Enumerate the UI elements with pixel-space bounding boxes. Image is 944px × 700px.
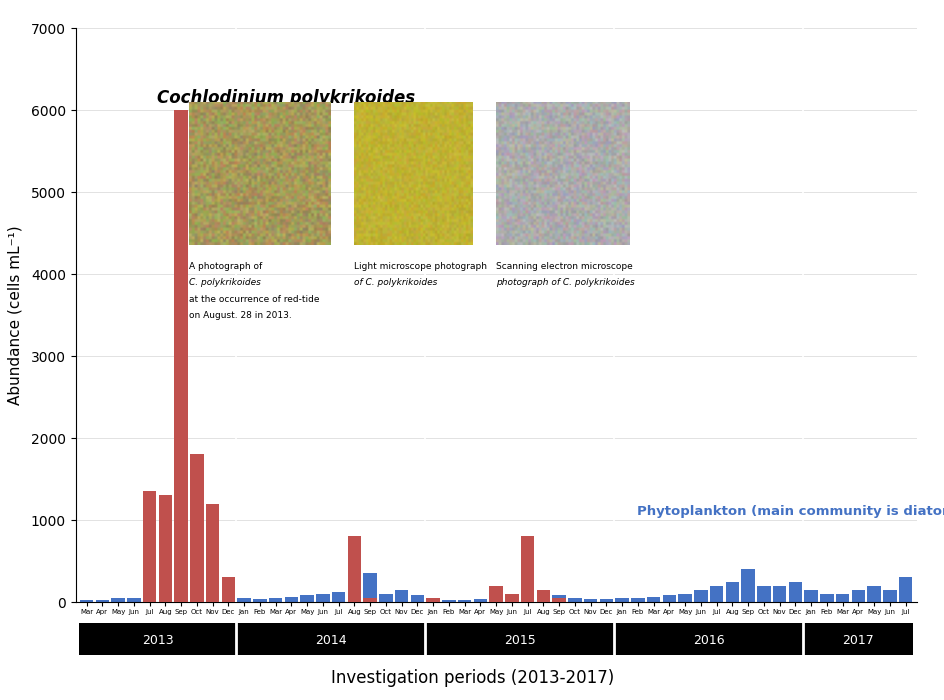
- Bar: [190, 573, 203, 602]
- Bar: [756, 586, 769, 602]
- Bar: [552, 596, 565, 602]
- Text: A photograph of: A photograph of: [189, 262, 265, 271]
- Bar: [489, 586, 502, 602]
- Bar: [253, 598, 266, 602]
- Text: 2015: 2015: [503, 634, 535, 647]
- Y-axis label: Abundance (cells mL⁻¹): Abundance (cells mL⁻¹): [8, 225, 23, 405]
- Bar: [489, 598, 502, 602]
- Bar: [614, 623, 802, 654]
- Bar: [425, 623, 614, 654]
- Bar: [111, 598, 125, 602]
- Text: Investigation periods (2013-2017): Investigation periods (2013-2017): [330, 669, 614, 687]
- Bar: [269, 598, 282, 602]
- Bar: [143, 491, 156, 602]
- Text: Light microscope photograph: Light microscope photograph: [354, 262, 487, 271]
- Bar: [772, 586, 785, 602]
- Text: 2013: 2013: [142, 634, 173, 647]
- Bar: [883, 589, 896, 602]
- Bar: [505, 594, 518, 602]
- Bar: [505, 596, 518, 602]
- Bar: [694, 589, 707, 602]
- Bar: [678, 594, 691, 602]
- Bar: [536, 589, 549, 602]
- Bar: [236, 623, 425, 654]
- Bar: [473, 598, 486, 602]
- Bar: [662, 596, 675, 602]
- Bar: [347, 536, 361, 602]
- Bar: [190, 454, 203, 602]
- Bar: [395, 589, 408, 602]
- Bar: [222, 578, 235, 602]
- Text: photograph of C. polykrikoides: photograph of C. polykrikoides: [496, 278, 634, 287]
- Bar: [316, 594, 329, 602]
- Bar: [709, 586, 722, 602]
- Bar: [803, 589, 817, 602]
- Bar: [347, 578, 361, 602]
- Bar: [175, 110, 188, 602]
- Bar: [898, 578, 911, 602]
- Text: C. polykrikoides: C. polykrikoides: [189, 278, 261, 287]
- Bar: [78, 623, 236, 654]
- Bar: [442, 599, 455, 602]
- Text: Cochlodinium polykrikoides: Cochlodinium polykrikoides: [158, 89, 415, 106]
- Text: Scanning electron microscope: Scanning electron microscope: [496, 262, 632, 271]
- Bar: [175, 578, 188, 602]
- Bar: [331, 592, 345, 602]
- Bar: [725, 582, 738, 602]
- Bar: [552, 598, 565, 602]
- Bar: [567, 598, 581, 602]
- Bar: [80, 601, 93, 602]
- Bar: [599, 598, 613, 602]
- Bar: [159, 496, 172, 602]
- Bar: [851, 589, 864, 602]
- Bar: [143, 586, 156, 602]
- Bar: [127, 598, 141, 602]
- Text: of C. polykrikoides: of C. polykrikoides: [354, 278, 437, 287]
- Text: 2016: 2016: [692, 634, 724, 647]
- Bar: [520, 536, 533, 602]
- Text: 2014: 2014: [314, 634, 346, 647]
- Bar: [206, 586, 219, 602]
- Text: at the occurrence of red-tide: at the occurrence of red-tide: [189, 295, 319, 304]
- Bar: [379, 594, 392, 602]
- Bar: [802, 623, 913, 654]
- Bar: [615, 598, 628, 602]
- Text: on August. 28 in 2013.: on August. 28 in 2013.: [189, 311, 292, 320]
- Bar: [741, 569, 754, 602]
- Bar: [788, 582, 801, 602]
- Bar: [631, 598, 644, 602]
- Bar: [237, 598, 250, 602]
- Bar: [536, 589, 549, 602]
- Bar: [222, 589, 235, 602]
- Text: Phytoplankton (main community is diatoms): Phytoplankton (main community is diatoms…: [636, 505, 944, 518]
- Bar: [426, 598, 439, 602]
- Bar: [867, 586, 880, 602]
- Bar: [300, 596, 313, 602]
- Bar: [363, 598, 377, 602]
- Bar: [363, 573, 377, 602]
- Bar: [426, 598, 439, 602]
- Bar: [411, 596, 424, 602]
- Bar: [159, 582, 172, 602]
- Bar: [284, 597, 297, 602]
- Bar: [583, 598, 597, 602]
- Bar: [206, 503, 219, 602]
- Bar: [520, 594, 533, 602]
- Bar: [458, 599, 471, 602]
- Bar: [647, 597, 660, 602]
- Text: 2017: 2017: [842, 634, 873, 647]
- Bar: [95, 599, 109, 602]
- Bar: [819, 594, 833, 602]
- Bar: [835, 594, 849, 602]
